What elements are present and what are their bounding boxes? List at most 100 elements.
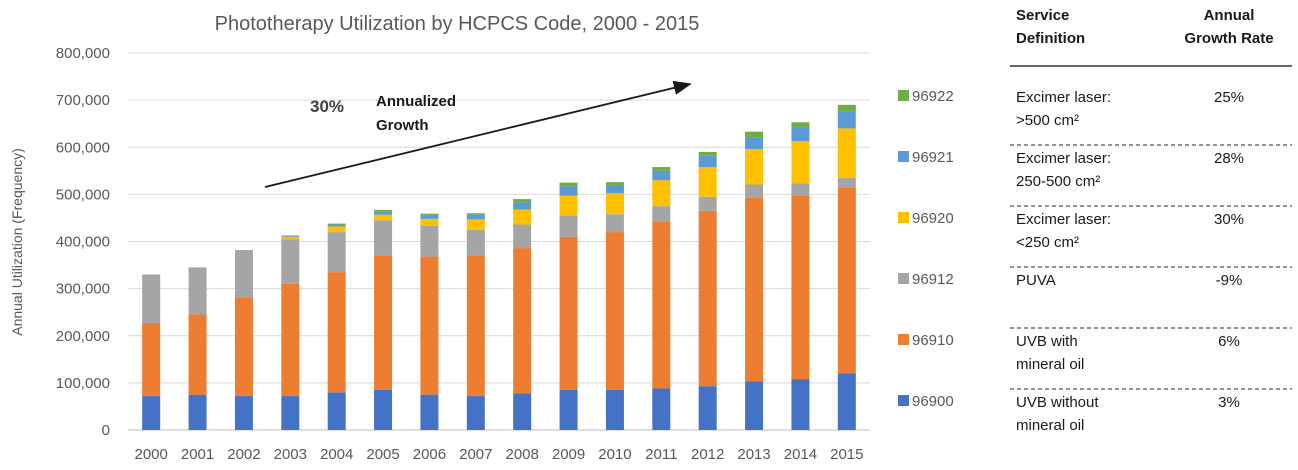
bar-segment-96912-2015 xyxy=(837,177,856,188)
bar-segment-96910-2012 xyxy=(698,210,717,387)
legend-swatch xyxy=(898,90,909,101)
growth-label-line2: Growth xyxy=(376,117,429,134)
bar-segment-96900-2003 xyxy=(281,396,300,430)
legend-swatch xyxy=(898,334,909,345)
x-tick-label: 2014 xyxy=(784,446,817,463)
x-tick-label: 2003 xyxy=(274,446,307,463)
definition-line2: mineral oil xyxy=(1016,417,1084,434)
legend-code: 96920 xyxy=(912,210,954,227)
bar-segment-96900-2010 xyxy=(605,389,624,430)
bar-segment-96900-2008 xyxy=(513,393,532,430)
x-tick-label: 2009 xyxy=(552,446,585,463)
bar-segment-96912-2013 xyxy=(745,184,764,198)
legend-row-96900: 96900 UVB without mineral oil 3% xyxy=(898,393,1240,434)
x-tick-label: 2004 xyxy=(320,446,353,463)
y-axis-ticks: 0 100,000 200,000 300,000 400,000 500,000 600,… xyxy=(56,45,110,439)
bar-segment-96912-2006 xyxy=(420,225,439,257)
bar-segment-96900-2009 xyxy=(559,389,578,430)
bar-segment-96920-2013 xyxy=(745,149,764,185)
legend-swatch xyxy=(898,395,909,406)
legend-row-96922: 96922 Excimer laser: >500 cm² 25% xyxy=(898,88,1292,146)
y-tick-label: 200,000 xyxy=(56,328,110,345)
x-tick-label: 2000 xyxy=(135,446,168,463)
x-tick-label: 2013 xyxy=(737,446,770,463)
legend-swatch xyxy=(898,212,909,223)
x-tick-label: 2011 xyxy=(645,446,677,463)
definition-line2: >500 cm² xyxy=(1016,112,1079,129)
bar-segment-96900-2011 xyxy=(652,388,671,430)
bar-segment-96921-2012 xyxy=(698,155,717,168)
bar-segment-96920-2009 xyxy=(559,195,578,216)
x-tick-label: 2008 xyxy=(506,446,539,463)
bar-segment-96921-2007 xyxy=(466,214,485,220)
bar-segment-96900-2015 xyxy=(837,373,856,430)
legend-row-96912: 96912 PUVA -9% xyxy=(898,271,1292,329)
bar-segment-96920-2012 xyxy=(698,167,717,197)
bar-segment-96912-2001 xyxy=(188,267,207,315)
legend-code: 96900 xyxy=(912,393,954,410)
bar-segment-96921-2009 xyxy=(559,186,578,196)
chart-title: Phototherapy Utilization by HCPCS Code, … xyxy=(215,13,700,35)
x-tick-label: 2002 xyxy=(227,446,260,463)
legend-table: Service Definition Annual Growth Rate 96… xyxy=(898,7,1292,434)
bar-segment-96920-2011 xyxy=(652,180,671,207)
bar-segment-96910-2013 xyxy=(745,197,764,382)
bar-segment-96921-2011 xyxy=(652,170,671,181)
bar-segment-96920-2006 xyxy=(420,218,439,226)
x-axis-ticks: 2000 2001 2002 2003 2004 2005 2006 2007 2008 2009… xyxy=(135,446,864,463)
y-axis-title: Annual Utilization (Frequency) xyxy=(9,148,25,336)
legend-row-96920: 96920 Excimer laser: <250 cm² 30% xyxy=(898,210,1292,268)
definition-line1: UVB with xyxy=(1016,333,1078,350)
bar-segment-96921-2013 xyxy=(745,137,764,150)
bar-segment-96921-2015 xyxy=(837,111,856,129)
bar-segment-96920-2010 xyxy=(605,192,624,215)
y-tick-label: 0 xyxy=(102,422,110,439)
y-tick-label: 300,000 xyxy=(56,281,110,298)
bar-segment-96910-2014 xyxy=(791,195,810,380)
growth-annotation: 30% Annualized Growth xyxy=(264,80,692,188)
header-rate-line2: Growth Rate xyxy=(1184,30,1273,47)
bar-segment-96920-2005 xyxy=(374,214,393,221)
bar-segment-96910-2007 xyxy=(466,255,485,397)
bar-segment-96912-2009 xyxy=(559,215,578,237)
bar-segment-96910-2005 xyxy=(374,255,393,390)
bar-segment-96921-2014 xyxy=(791,127,810,142)
x-tick-label: 2012 xyxy=(691,446,724,463)
bar-segment-96900-2000 xyxy=(142,396,161,430)
bar-segment-96922-2005 xyxy=(374,209,393,212)
y-tick-label: 100,000 xyxy=(56,375,110,392)
bar-segment-96912-2012 xyxy=(698,196,717,211)
bar-segment-96920-2004 xyxy=(327,226,346,233)
bar-segment-96900-2004 xyxy=(327,392,346,430)
bar-segment-96922-2014 xyxy=(791,122,810,128)
bar-segment-96921-2008 xyxy=(513,202,532,210)
growth-label-line1: Annualized xyxy=(376,93,456,110)
bar-segment-96922-2006 xyxy=(420,213,439,216)
x-tick-label: 2006 xyxy=(413,446,446,463)
legend-row-96921: 96921 Excimer laser: 250-500 cm² 28% xyxy=(898,149,1292,207)
bar-segment-96912-2011 xyxy=(652,206,671,222)
bar-segment-96920-2015 xyxy=(837,128,856,178)
bar-segment-96912-2005 xyxy=(374,220,393,256)
bar-segment-96921-2003 xyxy=(281,235,300,237)
legend-swatch xyxy=(898,151,909,162)
legend-code: 96922 xyxy=(912,88,954,105)
bar-segment-96900-2007 xyxy=(466,396,485,430)
bar-segment-96900-2001 xyxy=(188,394,207,430)
y-tick-label: 400,000 xyxy=(56,234,110,251)
definition-line2: 250-500 cm² xyxy=(1016,173,1100,190)
bar-segment-96910-2010 xyxy=(605,232,624,390)
bar-segment-96900-2012 xyxy=(698,386,717,430)
bar-segment-96912-2014 xyxy=(791,183,810,196)
bar-segment-96900-2002 xyxy=(234,396,253,430)
legend-code: 96910 xyxy=(912,332,954,349)
bar-segment-96912-2008 xyxy=(513,224,532,249)
definition-line2: <250 cm² xyxy=(1016,234,1079,251)
definition-line1: Excimer laser: xyxy=(1016,89,1111,106)
definition-line1: PUVA xyxy=(1016,272,1056,289)
bar-segment-96920-2007 xyxy=(466,219,485,230)
definition-line1: Excimer laser: xyxy=(1016,150,1111,167)
bar-segment-96920-2008 xyxy=(513,209,532,225)
bar-segment-96922-2011 xyxy=(652,167,671,171)
